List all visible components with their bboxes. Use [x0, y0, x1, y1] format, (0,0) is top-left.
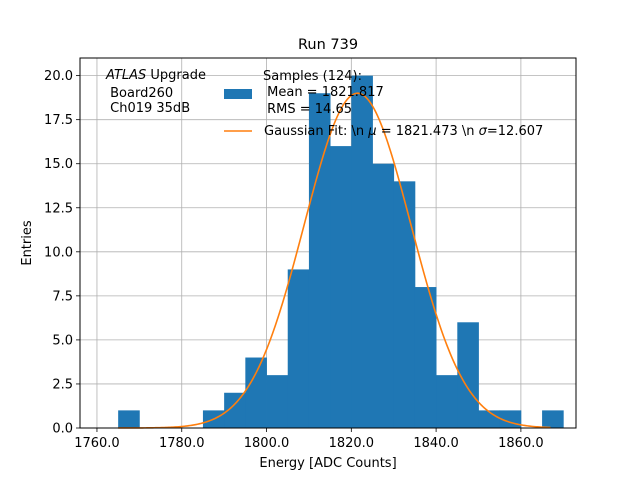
legend-samples-line-1: Samples (124):: [263, 69, 362, 84]
histogram-bar: [393, 181, 416, 428]
y-tick-label: 0.0: [52, 422, 73, 437]
fit-sigma-value: =12.607: [487, 124, 543, 139]
y-tick-label: 10.0: [44, 245, 73, 260]
x-tick-label: 1860.0: [498, 436, 544, 451]
annotation-line-1: ATLAS Upgrade: [105, 68, 206, 83]
histogram-bar: [287, 269, 310, 428]
gaussian-fit-line: [118, 92, 551, 429]
y-tick-label: 12.5: [44, 201, 73, 216]
x-tick-label: 1820.0: [329, 436, 375, 451]
atlas-label: ATLAS: [105, 68, 146, 83]
y-tick-label: 20.0: [44, 69, 73, 84]
legend-samples-line-3: RMS = 14.65: [263, 102, 352, 117]
annotation-line-3: Ch019 35dB: [106, 101, 190, 116]
x-tick-label: 1780.0: [159, 436, 205, 451]
y-tick-label: 5.0: [52, 333, 73, 348]
histogram-bar: [308, 93, 331, 428]
annotation-line-2: Board260: [106, 86, 173, 101]
legend-fit-label: Gaussian Fit: \n μ = 1821.473 \n σ=12.60…: [264, 124, 543, 139]
histogram-bar: [372, 163, 395, 428]
y-tick-label: 17.5: [44, 113, 73, 128]
mu-symbol: μ: [367, 124, 376, 139]
y-axis-label: Entries: [20, 220, 35, 266]
fit-prefix: Gaussian Fit: \n: [264, 124, 368, 139]
histogram-bar: [224, 392, 246, 428]
histogram-bar: [245, 357, 267, 428]
upgrade-label: Upgrade: [146, 68, 206, 83]
y-tick-label: 15.0: [44, 157, 73, 172]
histogram-bar: [330, 146, 352, 428]
y-tick-label: 2.5: [52, 377, 73, 392]
histogram-bar: [351, 75, 373, 428]
histogram-bar: [436, 375, 458, 428]
axis-ticks: 1760.0 1780.0 1800.0 1820.0 1840.0 1860.0 0.0 2…: [44, 69, 544, 451]
histogram-bar: [542, 410, 564, 428]
x-axis-label: Energy [ADC Counts]: [259, 456, 396, 471]
legend: Samples (124): Mean = 1821.817 RMS = 14.…: [224, 69, 543, 139]
histogram-bar: [118, 410, 140, 428]
chart-title: Run 739: [298, 37, 358, 53]
histogram-bar: [414, 287, 437, 428]
x-tick-label: 1760.0: [74, 436, 120, 451]
legend-samples-swatch: [224, 89, 252, 99]
plot-frame: [79, 57, 577, 429]
x-tick-label: 1800.0: [244, 436, 290, 451]
histogram-bar: [457, 322, 479, 428]
histogram-bars: [118, 75, 564, 428]
fit-mu-value: = 1821.473 \n: [377, 124, 479, 139]
atlas-annotation: ATLAS Upgrade Board260 Ch019 35dB: [105, 68, 206, 116]
x-tick-label: 1840.0: [413, 436, 459, 451]
legend-samples-line-2: Mean = 1821.817: [263, 85, 384, 100]
sigma-symbol: σ: [479, 124, 488, 139]
y-tick-label: 7.5: [52, 289, 73, 304]
histogram-bar: [266, 375, 289, 428]
histogram-bar: [478, 410, 501, 428]
